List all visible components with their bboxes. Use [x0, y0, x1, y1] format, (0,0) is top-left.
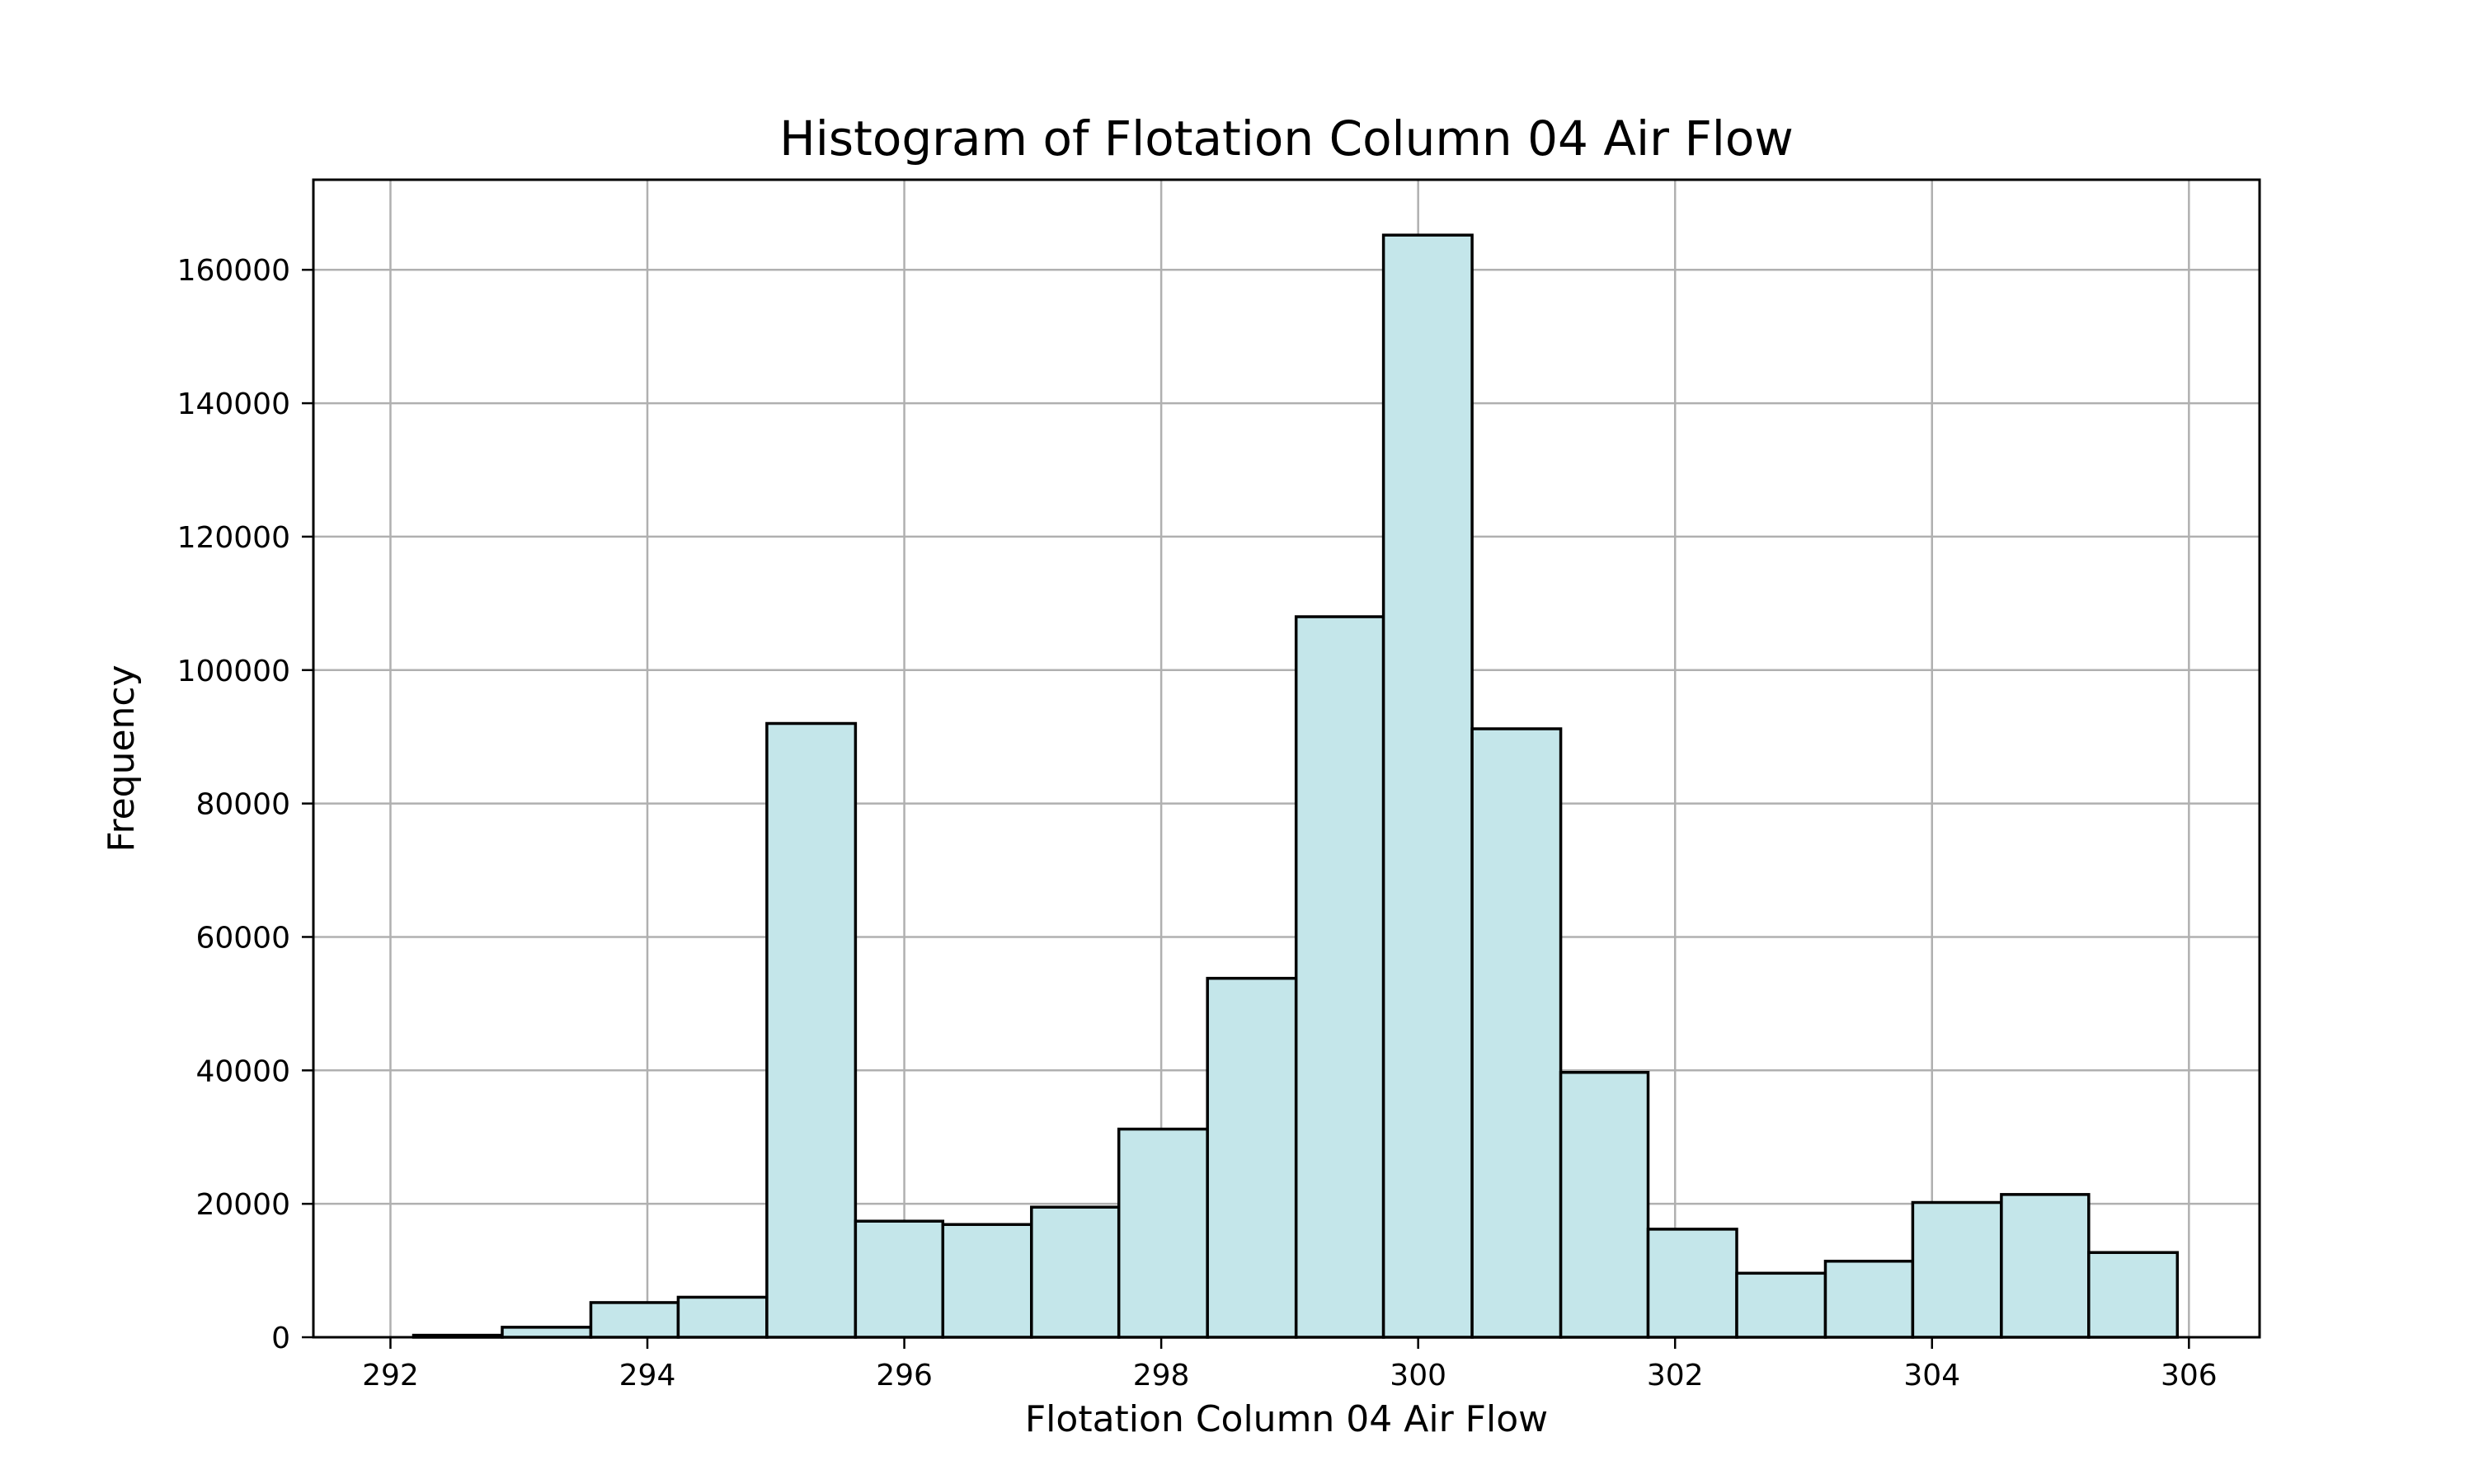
x-tick-label: 292: [362, 1359, 419, 1392]
tick-layer: 292 294 296 298 300 302 304 306 0 20000 40000 60000…: [177, 254, 2218, 1392]
y-tick-label: 20000: [195, 1188, 290, 1222]
histogram-bar: [501, 1326, 593, 1339]
histogram-bar: [1206, 976, 1298, 1339]
histogram-bar: [1646, 1228, 1738, 1339]
x-axis-label: Flotation Column 04 Air Flow: [1025, 1398, 1548, 1440]
y-tick-label: 160000: [177, 254, 290, 288]
y-tick-label: 100000: [177, 655, 290, 688]
grid-layer: [313, 180, 2260, 1339]
y-tick-label: 120000: [177, 521, 290, 555]
x-tick-label: 300: [1390, 1359, 1446, 1392]
histogram-bar: [2087, 1251, 2180, 1339]
x-tick-label: 294: [619, 1359, 676, 1392]
histogram-bar: [941, 1223, 1033, 1339]
y-tick-label: 0: [271, 1322, 290, 1355]
histogram-bar: [1911, 1200, 2003, 1339]
histogram-bar: [1294, 615, 1385, 1339]
histogram-bar: [1030, 1205, 1121, 1339]
histogram-bar: [2000, 1193, 2091, 1339]
histogram-bar: [1470, 727, 1563, 1339]
histogram-bar: [1559, 1070, 1650, 1339]
x-tick-label: 304: [1903, 1359, 1960, 1392]
bar-layer: [412, 233, 2180, 1339]
y-tick-label: 140000: [177, 387, 290, 421]
y-tick-label: 80000: [195, 788, 290, 822]
x-tick-label: 298: [1133, 1359, 1190, 1392]
x-tick-label: 306: [2161, 1359, 2218, 1392]
plot-frame: [312, 178, 2261, 1339]
y-axis-label: Frequency: [101, 665, 143, 852]
histogram-bar: [1117, 1127, 1209, 1339]
chart-title: Histogram of Flotation Column 04 Air Flo…: [779, 110, 1794, 167]
histogram-bar: [1823, 1259, 1915, 1339]
histogram-bar: [1381, 233, 1474, 1339]
y-tick-label: 40000: [195, 1054, 290, 1088]
x-tick-label: 302: [1647, 1359, 1704, 1392]
histogram-bar: [854, 1219, 945, 1339]
y-tick-label: 60000: [195, 921, 290, 955]
histogram-bar: [765, 721, 858, 1339]
x-tick-label: 296: [876, 1359, 933, 1392]
histogram-bar: [589, 1301, 680, 1339]
histogram-bar: [676, 1295, 769, 1339]
histogram-bar: [1735, 1271, 1827, 1339]
